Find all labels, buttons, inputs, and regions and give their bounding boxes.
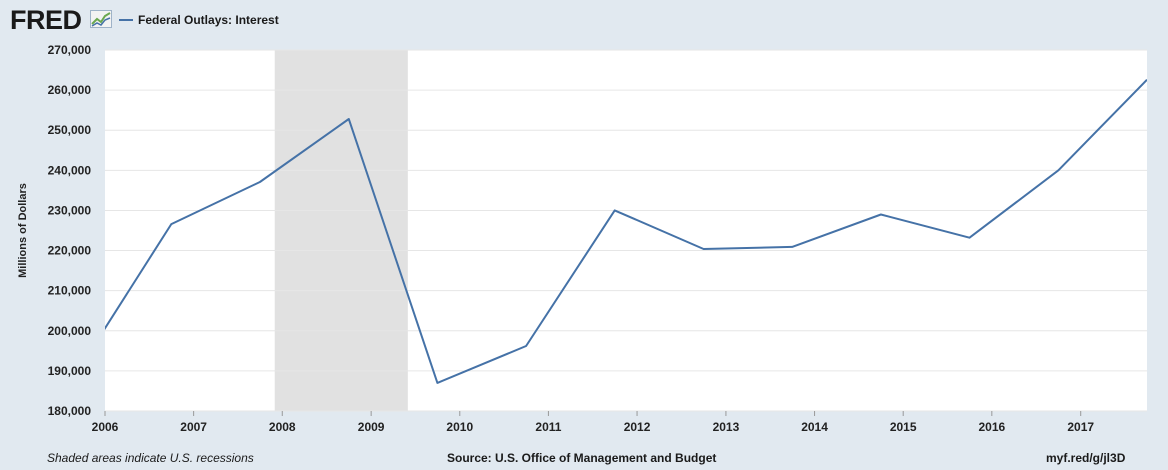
chart-legend[interactable]: Federal Outlays: Interest — [119, 12, 279, 28]
data-point[interactable] — [703, 248, 705, 250]
x-tick-label: 2014 — [801, 420, 828, 434]
data-point[interactable] — [436, 382, 438, 384]
data-point[interactable] — [348, 118, 350, 120]
y-tick-label: 180,000 — [48, 404, 92, 418]
plot-area — [105, 50, 1147, 411]
data-point[interactable] — [525, 345, 527, 347]
data-point[interactable] — [791, 246, 793, 248]
y-tick-label: 260,000 — [48, 83, 92, 97]
x-axis-ticks: 2006 2007 2008 2009 2010 2011 2012 2013 2014 2015… — [92, 411, 1094, 434]
recession-band — [274, 50, 408, 411]
x-tick-label: 2007 — [180, 420, 207, 434]
grid-lines — [105, 49, 1147, 412]
chart-header: FRED Federal Outlays: Interest — [0, 0, 1168, 40]
x-tick-label: 2010 — [446, 420, 473, 434]
line-chart-icon — [90, 10, 112, 28]
x-tick-label: 2016 — [978, 420, 1005, 434]
recession-shading — [274, 50, 408, 411]
data-point[interactable] — [1146, 79, 1148, 81]
series-line[interactable] — [83, 79, 1147, 384]
x-tick-label: 2009 — [358, 420, 385, 434]
data-point[interactable] — [880, 213, 882, 215]
source-text: Source: U.S. Office of Management and Bu… — [447, 451, 717, 465]
y-tick-label: 270,000 — [48, 43, 92, 57]
x-tick-label: 2011 — [535, 420, 561, 434]
data-point[interactable] — [968, 237, 970, 239]
y-tick-label: 220,000 — [48, 244, 92, 258]
y-tick-label: 200,000 — [48, 324, 92, 338]
data-point[interactable] — [259, 181, 261, 183]
y-tick-label: 240,000 — [48, 163, 92, 177]
fred-logo[interactable]: FRED — [10, 5, 82, 35]
y-tick-label: 190,000 — [48, 364, 92, 378]
x-tick-label: 2008 — [269, 420, 296, 434]
data-point[interactable] — [1057, 169, 1059, 171]
legend-label: Federal Outlays: Interest — [138, 13, 279, 27]
x-tick-label: 2012 — [624, 420, 651, 434]
legend-swatch — [119, 19, 133, 21]
series-layer — [83, 79, 1148, 384]
y-tick-label: 230,000 — [48, 203, 92, 217]
data-point[interactable] — [614, 209, 616, 211]
data-point[interactable] — [170, 223, 172, 225]
x-tick-label: 2006 — [92, 420, 119, 434]
x-tick-label: 2013 — [713, 420, 740, 434]
y-tick-label: 210,000 — [48, 284, 92, 298]
short-link[interactable]: myf.red/g/jl3D — [1046, 451, 1126, 465]
recession-note: Shaded areas indicate U.S. recessions — [47, 451, 254, 465]
y-axis-ticks: 180,000 190,000 200,000 210,000 220,000 230,0… — [48, 43, 92, 418]
x-tick-label: 2017 — [1067, 420, 1094, 434]
y-tick-label: 250,000 — [48, 123, 92, 137]
x-tick-label: 2015 — [890, 420, 917, 434]
y-axis-label: Millions of Dollars — [17, 183, 29, 278]
